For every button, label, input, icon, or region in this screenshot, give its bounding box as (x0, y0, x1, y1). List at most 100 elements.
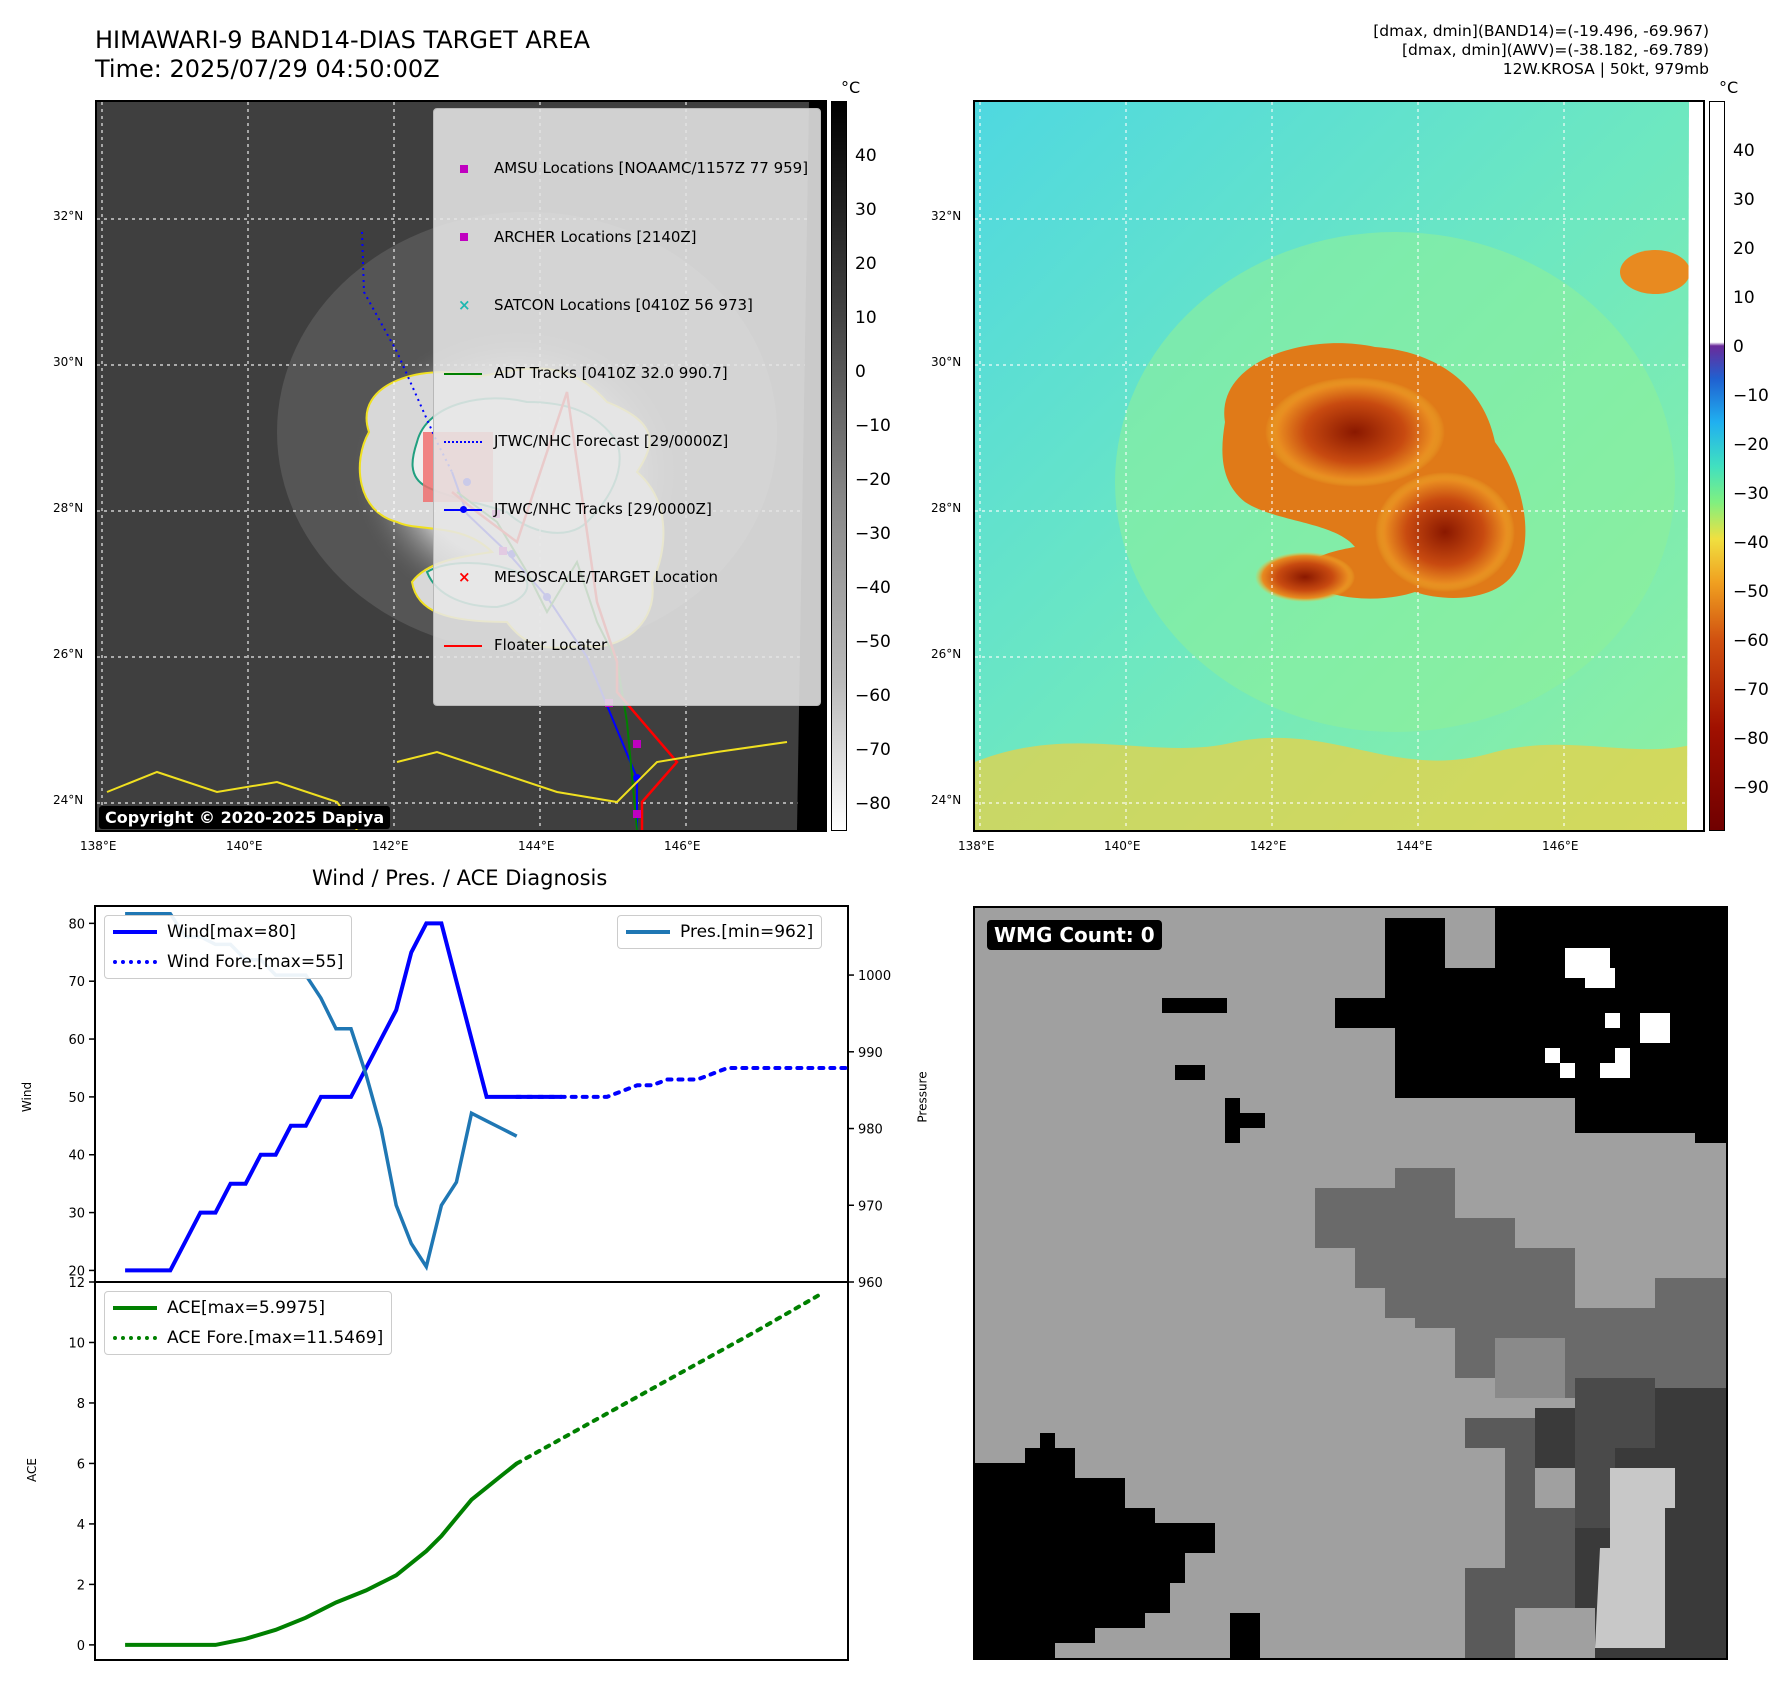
wind-axis-tick-label: 30 (68, 1207, 85, 1222)
cb2-tick: −70 (1733, 680, 1769, 700)
pressure-axis-tick-label: 1000 (858, 969, 891, 984)
ace-fore-legend-item: ACE Fore.[max=11.5469] (113, 1323, 383, 1353)
legend-jtwc-tracks: JTWC/NHC Tracks [29/0000Z] (442, 498, 812, 521)
ace-legend: ACE[max=5.9975] ACE Fore.[max=11.5469] (104, 1291, 393, 1355)
map1-lat-label: 30°N (53, 355, 84, 369)
pressure-axis-label: Pressure (915, 1071, 930, 1123)
colorbar2-unit: °C (1719, 78, 1739, 97)
wind-axis-tick-label: 40 (68, 1149, 85, 1164)
map2-lon-label: 140°E (1104, 839, 1141, 853)
map2-lat-label: 26°N (931, 647, 962, 661)
cb2-tick: 10 (1733, 288, 1755, 308)
legend-amsu: AMSU Locations [NOAAMC/1157Z 77 959] (442, 157, 812, 180)
ace-axis-tick-label: 4 (77, 1518, 85, 1533)
series-line-ace-max-5-9975- (125, 1461, 518, 1647)
colorbar-awv (1709, 101, 1725, 831)
ace-axis-tick-label: 0 (77, 1639, 85, 1654)
map2-lon-label: 144°E (1396, 839, 1433, 853)
cb1-tick: −80 (855, 794, 891, 814)
map1-lat-label: 28°N (53, 501, 84, 515)
cb1-tick: −30 (855, 524, 891, 544)
legend-mesoscale: × MESOSCALE/TARGET Location (442, 566, 812, 589)
map1-lat-label: 32°N (53, 209, 84, 223)
series-line-ace-fore-max-11-5469- (514, 1293, 820, 1466)
cb2-tick: 0 (1733, 337, 1744, 357)
cb2-tick: −20 (1733, 435, 1769, 455)
wmg-canvas (975, 908, 1726, 1658)
cb2-tick: −50 (1733, 582, 1769, 602)
legend-square-icon (442, 229, 486, 245)
cb2-tick: −10 (1733, 386, 1769, 406)
legend-x-icon: × (458, 295, 471, 314)
pressure-axis-tick-label: 980 (858, 1123, 883, 1138)
wind-axis-tick-label: 20 (68, 1264, 85, 1279)
diagnosis-title: Wind / Pres. / ACE Diagnosis (312, 866, 608, 890)
cb2-tick: −30 (1733, 484, 1769, 504)
legend-x-icon: × (458, 568, 471, 587)
legend-satcon: × SATCON Locations [0410Z 56 973] (442, 294, 812, 317)
map1-lon-label: 146°E (664, 839, 701, 853)
cb1-tick: −70 (855, 740, 891, 760)
solid-line-icon (113, 1306, 157, 1310)
map2-lon-label: 138°E (958, 839, 995, 853)
map2-lon-label: 146°E (1542, 839, 1579, 853)
series-line-wind-fore-max-55- (514, 1066, 850, 1099)
legend-dotted-line-icon (442, 433, 486, 449)
colorbar1-unit: °C (841, 78, 861, 97)
cb2-tick: 20 (1733, 239, 1755, 259)
legend-line-icon (442, 637, 486, 653)
wind-axis-tick-label: 70 (68, 975, 85, 990)
dotted-line-icon (113, 1336, 157, 1340)
pressure-legend: Pres.[min=962] (617, 915, 823, 949)
map2-lat-label: 28°N (931, 501, 962, 515)
cb2-tick: 40 (1733, 141, 1755, 161)
dotted-line-icon (113, 960, 157, 964)
pressure-legend-item: Pres.[min=962] (626, 917, 813, 947)
legend-archer: ARCHER Locations [2140Z] (442, 226, 812, 249)
ace-axis-tick-label: 2 (77, 1578, 85, 1593)
wmg-dark-region-top (1335, 908, 1726, 1143)
legend-square-icon (442, 161, 486, 177)
cb2-tick: −40 (1733, 533, 1769, 553)
legend-line-dot-icon (442, 501, 486, 517)
map2-lon-label: 142°E (1250, 839, 1287, 853)
copyright-badge: Copyright © 2020-2025 Dapiya (99, 806, 391, 829)
intensity-stats: [dmax, dmin](BAND14)=(-19.496, -69.967) … (1373, 22, 1709, 78)
wind-legend: Wind[max=80] Wind Fore.[max=55] (104, 915, 353, 979)
wmg-dark-region-bottom-left (975, 1433, 1215, 1658)
wmg-count-badge: WMG Count: 0 (987, 920, 1162, 950)
map1-lon-label: 142°E (372, 839, 409, 853)
legend-line-icon (442, 365, 486, 381)
map1-lat-label: 24°N (53, 793, 84, 807)
wind-axis-tick-label: 80 (68, 917, 85, 932)
awv-map-canvas (975, 102, 1703, 830)
cb1-tick: 10 (855, 308, 877, 328)
cb1-tick: −60 (855, 686, 891, 706)
cb1-tick: 20 (855, 254, 877, 274)
wind-fore-legend-item: Wind Fore.[max=55] (113, 947, 343, 977)
map2-lat-label: 30°N (931, 355, 962, 369)
map-legend: AMSU Locations [NOAAMC/1157Z 77 959] ARC… (433, 108, 821, 707)
cb1-tick: 40 (855, 146, 877, 166)
legend-floater: Floater Locater (442, 634, 812, 657)
pressure-axis-tick-label: 970 (858, 1199, 883, 1214)
map2-lat-label: 32°N (931, 209, 962, 223)
wmg-panel: WMG Count: 0 (973, 906, 1728, 1660)
ace-axis-tick-label: 12 (68, 1276, 85, 1291)
solid-line-icon (626, 930, 670, 934)
map1-lon-label: 140°E (226, 839, 263, 853)
figure-title: HIMAWARI-9 BAND14-DIAS TARGET AREA Time:… (95, 26, 591, 83)
cb1-tick: −50 (855, 632, 891, 652)
cb2-tick: −90 (1733, 778, 1769, 798)
cb2-tick: 30 (1733, 190, 1755, 210)
wind-legend-item: Wind[max=80] (113, 917, 343, 947)
cb1-tick: 0 (855, 362, 866, 382)
map2-lat-label: 24°N (931, 793, 962, 807)
wind-axis-tick-label: 50 (68, 1091, 85, 1106)
legend-adt: ADT Tracks [0410Z 32.0 990.7] (442, 362, 812, 385)
ace-axis-tick-label: 8 (77, 1397, 85, 1412)
band14-map: AMSU Locations [NOAAMC/1157Z 77 959] ARC… (95, 100, 827, 832)
awv-map (973, 100, 1705, 832)
awv-gridlines (975, 102, 1703, 830)
ace-legend-item: ACE[max=5.9975] (113, 1293, 383, 1323)
